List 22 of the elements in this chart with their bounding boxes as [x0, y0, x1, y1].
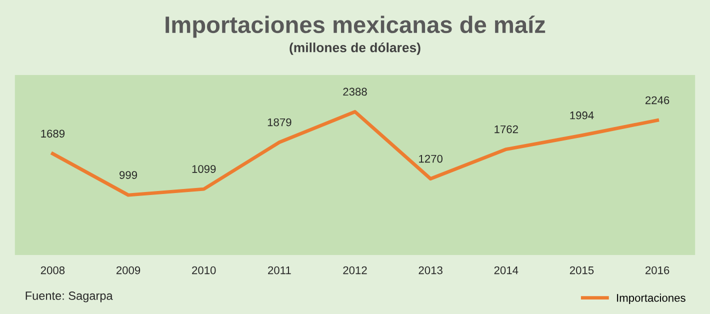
data-label: 2388	[343, 88, 367, 96]
legend-label: Importaciones	[617, 294, 686, 304]
x-tick-label: 2013	[418, 266, 442, 274]
source-note: Fuente: Sagarpa	[26, 292, 113, 302]
chart-subtitle: (millones de dólares)	[290, 42, 420, 55]
data-label: 1762	[494, 125, 518, 134]
data-label: 2246	[646, 96, 670, 104]
x-tick-label: 2010	[192, 266, 216, 274]
data-label: 1099	[192, 165, 216, 173]
x-tick-label: 2016	[646, 266, 670, 274]
x-tick-label: 2009	[116, 266, 140, 274]
x-tick-label: 2014	[494, 266, 518, 274]
x-tick-label: 2015	[570, 266, 594, 274]
x-tick-label: 2012	[343, 266, 367, 274]
x-tick-label: 2011	[268, 266, 291, 274]
data-label: 1879	[268, 118, 292, 126]
chart-title: Importaciones mexicanas de maíz	[166, 16, 546, 38]
data-label: 1994	[570, 111, 594, 120]
data-label: 999	[120, 171, 138, 179]
data-label: 1270	[419, 154, 442, 163]
data-label: 1689	[41, 130, 65, 138]
x-tick-label: 2008	[40, 266, 65, 274]
